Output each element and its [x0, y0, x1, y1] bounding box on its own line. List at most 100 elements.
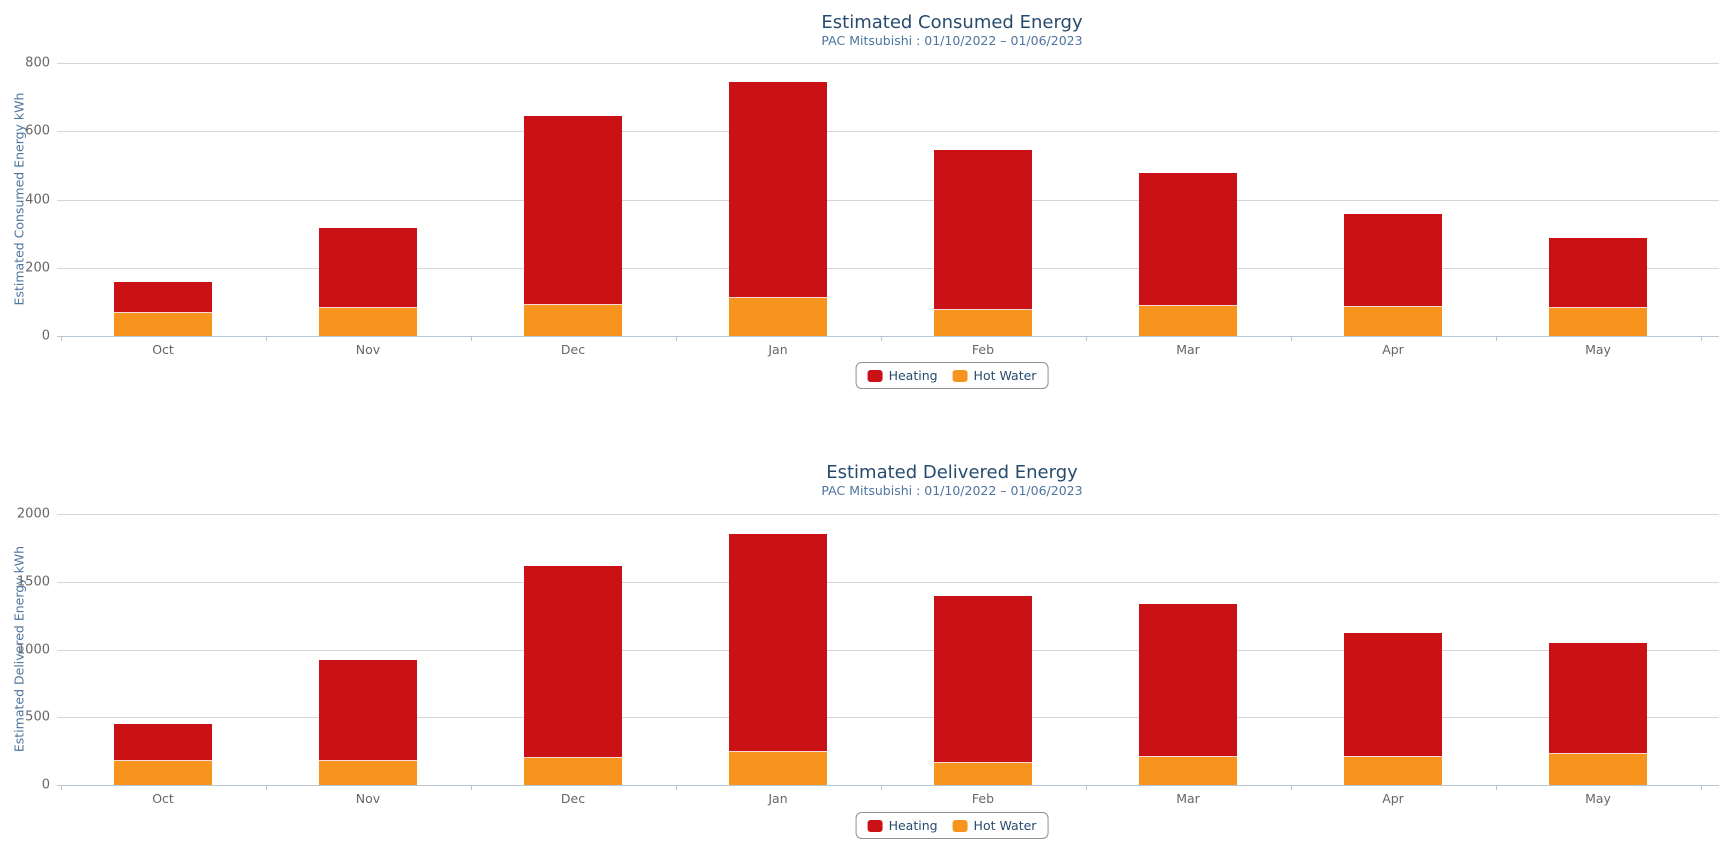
bar-segment-heating-feb[interactable]	[934, 596, 1032, 764]
bar-segment-heating-jan[interactable]	[729, 82, 827, 298]
x-axis-line	[57, 336, 1719, 337]
bar-segment-hot-water-mar[interactable]	[1139, 305, 1237, 336]
bar-segment-heating-dec[interactable]	[524, 565, 622, 758]
y-tick-label: 800	[25, 55, 50, 71]
legend: Heating Hot Water	[855, 362, 1049, 389]
bar-segment-hot-water-may[interactable]	[1549, 753, 1647, 785]
x-axis-label-apr: Apr	[1382, 342, 1404, 357]
bar-segment-heating-mar[interactable]	[1139, 604, 1237, 757]
bar-segment-heating-feb[interactable]	[934, 150, 1032, 310]
legend: Heating Hot Water	[855, 812, 1049, 839]
y-tick-label: 0	[41, 328, 50, 344]
bar-segment-heating-may[interactable]	[1549, 237, 1647, 308]
x-axis-tick	[470, 336, 472, 341]
x-axis-tick	[265, 336, 267, 341]
y-tick-label: 2000	[16, 506, 50, 522]
x-axis-label-mar: Mar	[1176, 791, 1200, 806]
gridline	[57, 717, 1719, 719]
bar-segment-heating-nov[interactable]	[319, 228, 417, 309]
chart-subtitle: PAC Mitsubishi : 01/10/2022 – 01/06/2023	[821, 483, 1083, 498]
bar-segment-hot-water-nov[interactable]	[319, 761, 417, 785]
x-axis-tick	[1700, 336, 1702, 341]
y-tick-label: 1000	[16, 642, 50, 657]
consumed-energy-chart: Estimated Consumed Energy PAC Mitsubishi…	[0, 0, 1719, 400]
x-axis-label-oct: Oct	[152, 791, 174, 806]
bar-segment-hot-water-oct[interactable]	[114, 313, 212, 336]
x-axis-line	[57, 785, 1719, 786]
x-axis-tick	[470, 785, 472, 790]
bar-segment-heating-may[interactable]	[1549, 642, 1647, 754]
bar-segment-hot-water-nov[interactable]	[319, 308, 417, 336]
delivered-energy-chart: Estimated Delivered Energy PAC Mitsubish…	[0, 450, 1719, 849]
x-axis-label-dec: Dec	[560, 342, 586, 357]
x-axis-label-jan: Jan	[768, 791, 788, 806]
x-axis-label-feb: Feb	[971, 791, 995, 806]
gridline	[57, 63, 1719, 64]
gridline	[57, 199, 1719, 201]
bar-segment-heating-nov[interactable]	[319, 659, 417, 762]
x-axis-label-nov: Nov	[355, 791, 381, 806]
legend-item-hot-water[interactable]: Hot Water	[952, 368, 1036, 383]
x-axis-label-may: May	[1585, 342, 1611, 357]
legend-swatch-hot-water-icon	[952, 369, 968, 382]
legend-swatch-heating-icon	[867, 819, 883, 832]
x-axis-tick	[1085, 785, 1087, 790]
legend-item-heating[interactable]: Heating	[867, 818, 938, 833]
x-axis-tick	[60, 336, 62, 341]
bar-segment-heating-oct[interactable]	[114, 724, 212, 761]
legend-label: Hot Water	[973, 818, 1037, 833]
legend-label: Heating	[888, 818, 938, 833]
bar-segment-hot-water-apr[interactable]	[1344, 756, 1442, 785]
gridline	[57, 514, 1719, 515]
x-axis-tick	[880, 785, 882, 790]
x-axis-label-dec: Dec	[560, 791, 586, 806]
bar-segment-heating-apr[interactable]	[1344, 633, 1442, 757]
bar-segment-hot-water-feb[interactable]	[934, 763, 1032, 785]
bar-segment-hot-water-jan[interactable]	[729, 752, 827, 785]
bar-segment-hot-water-apr[interactable]	[1344, 307, 1442, 336]
y-tick-label: 1500	[16, 574, 50, 590]
bar-segment-hot-water-oct[interactable]	[114, 760, 212, 785]
plot-area: 0 500 1000 1500 2000 Oct Nov Dec Jan Feb Mar Apr May	[0, 507, 1719, 806]
bar-segment-hot-water-mar[interactable]	[1139, 756, 1237, 785]
bar-segment-heating-apr[interactable]	[1344, 214, 1442, 307]
bar-segment-heating-jan[interactable]	[729, 534, 827, 753]
x-axis-label-may: May	[1585, 791, 1611, 806]
gridline	[57, 649, 1719, 651]
y-tick-label: 0	[41, 777, 50, 793]
bar-segment-hot-water-may[interactable]	[1549, 307, 1647, 336]
x-axis-tick	[675, 785, 677, 790]
x-axis-tick	[1290, 336, 1292, 341]
bar-segment-hot-water-jan[interactable]	[729, 297, 827, 336]
legend-item-heating[interactable]: Heating	[867, 368, 938, 383]
y-tick-label: 200	[25, 260, 50, 276]
x-axis-tick	[265, 785, 267, 790]
chart-subtitle: PAC Mitsubishi : 01/10/2022 – 01/06/2023	[821, 33, 1083, 48]
bar-segment-hot-water-dec[interactable]	[524, 305, 622, 336]
x-axis-tick	[1085, 336, 1087, 341]
bar-segment-heating-oct[interactable]	[114, 281, 212, 314]
bar-segment-heating-dec[interactable]	[524, 115, 622, 306]
x-axis-tick	[1290, 785, 1292, 790]
x-axis-label-oct: Oct	[152, 342, 174, 357]
chart-title: Estimated Delivered Energy	[826, 462, 1078, 483]
legend-item-hot-water[interactable]: Hot Water	[952, 818, 1037, 833]
x-axis-label-jan: Jan	[768, 342, 788, 357]
gridline	[57, 581, 1719, 583]
x-axis-tick	[60, 785, 62, 790]
x-axis-tick	[1495, 336, 1497, 341]
legend-swatch-heating-icon	[867, 369, 883, 382]
x-axis-tick	[1495, 785, 1497, 790]
x-axis-label-apr: Apr	[1382, 791, 1404, 806]
bar-segment-heating-mar[interactable]	[1139, 172, 1237, 306]
x-axis-tick	[880, 336, 882, 341]
bar-segment-hot-water-feb[interactable]	[934, 309, 1032, 336]
x-axis-tick	[1700, 785, 1702, 790]
y-tick-label: 600	[25, 123, 50, 139]
gridline	[57, 131, 1719, 133]
bar-segment-hot-water-dec[interactable]	[524, 757, 622, 785]
y-tick-label: 400	[25, 192, 50, 207]
x-axis-label-feb: Feb	[971, 342, 995, 357]
x-axis-tick	[675, 336, 677, 341]
